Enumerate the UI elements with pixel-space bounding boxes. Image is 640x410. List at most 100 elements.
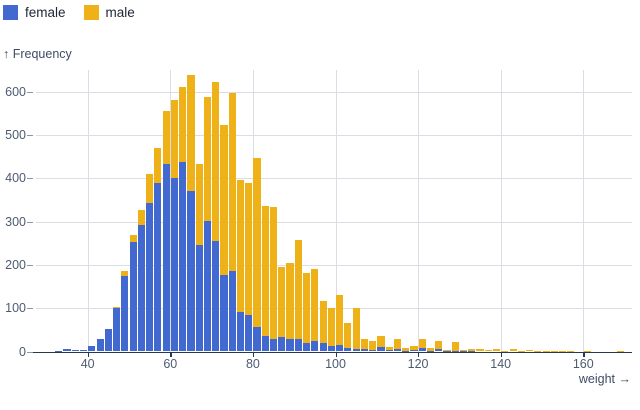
legend-label-female: female <box>25 5 66 20</box>
bar-male <box>344 323 352 352</box>
bar-female <box>459 350 468 352</box>
bar-male <box>418 338 426 352</box>
gridline-x-160 <box>583 70 585 352</box>
bar-male <box>526 350 534 352</box>
bar-female <box>236 311 245 352</box>
bar-female <box>418 348 426 352</box>
bar-female <box>104 328 112 352</box>
female-swatch <box>3 5 18 20</box>
bar-female <box>286 339 294 352</box>
bar-male <box>393 339 402 352</box>
bar-male <box>336 295 344 352</box>
bar-male <box>220 125 228 352</box>
bar-female <box>245 315 253 352</box>
x-tick-label: 140 <box>490 357 512 371</box>
x-tick-mark <box>170 351 172 357</box>
bar-female <box>71 350 79 352</box>
bar-female <box>327 346 335 352</box>
y-axis-title: ↑ Frequency <box>3 47 72 61</box>
y-tick-mark <box>27 308 33 310</box>
bar-female <box>79 349 88 352</box>
bar-female <box>426 350 435 352</box>
bar-female <box>129 241 137 352</box>
bar-male <box>451 341 459 352</box>
x-tick-mark <box>252 351 255 357</box>
bar-male <box>509 349 517 352</box>
bar-male <box>228 92 236 352</box>
bar-female <box>261 335 269 352</box>
bar-female <box>137 225 145 352</box>
bar-male <box>303 272 311 352</box>
x-tick-label: 160 <box>572 357 594 371</box>
x-tick-label: 60 <box>163 357 178 371</box>
x-tick-mark <box>335 351 337 357</box>
bar-female <box>393 348 402 352</box>
bar-female <box>203 221 212 352</box>
bar-female <box>212 240 220 352</box>
x-tick-label: 100 <box>325 357 346 371</box>
gridline-x-100 <box>335 70 337 352</box>
x-tick-label: 120 <box>407 357 429 371</box>
bar-female <box>187 191 195 352</box>
bar-male <box>435 340 443 352</box>
bar-male <box>278 266 286 352</box>
bar-male <box>459 349 468 352</box>
bar-female <box>402 350 410 352</box>
gridline-y-200 <box>36 264 632 266</box>
bar-female <box>336 345 344 352</box>
y-tick-label: 600 <box>5 84 26 99</box>
bar-male <box>542 350 550 352</box>
bar-male <box>426 347 435 352</box>
bar-female <box>278 337 286 352</box>
y-tick-label: 200 <box>5 257 26 272</box>
bar-female <box>294 339 302 352</box>
bar-male <box>534 350 542 352</box>
gridline-y-500 <box>36 135 632 136</box>
bar-male <box>236 180 245 352</box>
bar-female <box>154 183 162 352</box>
bar-male <box>517 350 525 352</box>
x-tick-label: 40 <box>80 357 95 371</box>
y-tick-label: 100 <box>5 301 26 316</box>
bar-female <box>451 350 459 352</box>
x-axis-line <box>33 351 632 354</box>
bar-female <box>435 349 443 352</box>
bar-male <box>492 349 501 352</box>
y-tick-mark <box>27 178 33 180</box>
bar-male <box>616 350 625 352</box>
gridline-y-400 <box>36 178 632 180</box>
bar-female <box>311 340 319 352</box>
bar-female <box>468 350 476 352</box>
bar-female <box>220 274 228 352</box>
bar-male <box>261 206 269 352</box>
gridline-x-120 <box>418 70 420 352</box>
bar-female <box>352 348 360 352</box>
bar-male <box>269 207 278 352</box>
gridline-y-600 <box>36 91 632 93</box>
bar-male <box>476 349 484 352</box>
bar-female <box>96 338 104 352</box>
bar-female <box>253 327 261 352</box>
gridline-y-300 <box>36 221 632 223</box>
y-tick-label: 500 <box>5 128 26 142</box>
bar-female <box>170 178 178 352</box>
bar-female <box>319 342 327 352</box>
bar-male <box>212 82 220 352</box>
bar-female <box>121 275 129 352</box>
bar-male <box>253 157 261 352</box>
bar-male <box>410 345 418 352</box>
bar-female <box>385 350 393 352</box>
legend-item-female: female <box>3 5 66 20</box>
y-tick-label: 0 <box>19 344 26 359</box>
bar-male <box>360 338 368 352</box>
gridline-x-140 <box>500 70 502 352</box>
legend-label-male: male <box>105 5 135 20</box>
x-tick-label: 80 <box>245 357 260 371</box>
bar-male <box>567 350 575 352</box>
bar-male <box>245 182 253 352</box>
y-tick-mark <box>27 91 33 93</box>
bar-male <box>385 347 393 352</box>
bar-female <box>195 244 203 352</box>
